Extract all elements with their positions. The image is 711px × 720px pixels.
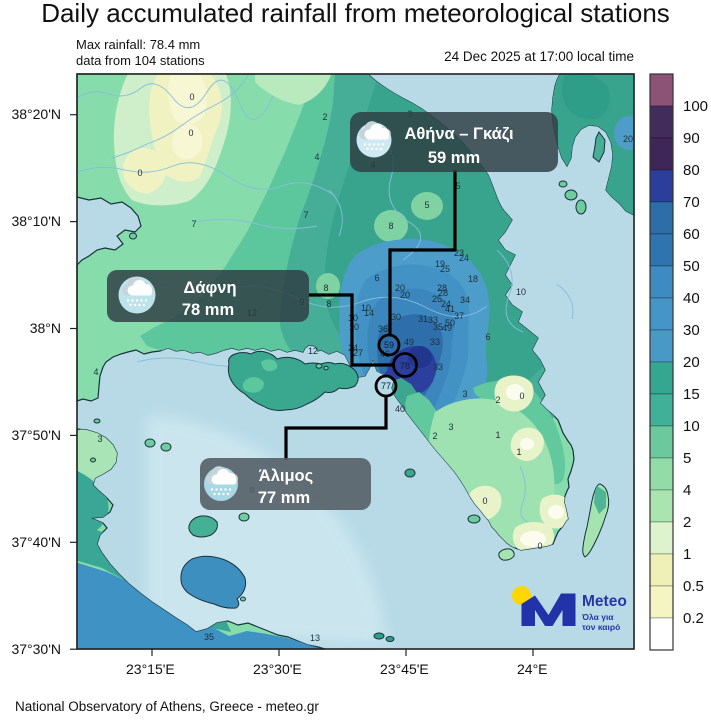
svg-text:35: 35 [204,632,214,642]
svg-text:40: 40 [395,404,405,414]
svg-text:0: 0 [519,391,524,401]
svg-text:0: 0 [189,92,194,102]
svg-text:7: 7 [191,219,196,229]
svg-text:28: 28 [438,288,448,298]
svg-text:24: 24 [459,253,469,263]
svg-text:4: 4 [314,152,319,162]
svg-text:20: 20 [400,290,410,300]
svg-text:Δάφνη: Δάφνη [183,279,236,297]
svg-text:4: 4 [93,367,98,377]
svg-text:59 mm: 59 mm [428,149,480,167]
svg-text:2: 2 [432,431,437,441]
svg-text:37: 37 [454,311,464,321]
svg-text:1: 1 [495,430,500,440]
svg-text:30: 30 [391,312,401,322]
svg-text:49: 49 [442,323,452,333]
svg-text:8: 8 [388,221,393,231]
svg-text:20: 20 [623,134,633,144]
svg-text:14: 14 [364,308,374,318]
svg-text:8: 8 [323,283,328,293]
svg-text:Αθήνα – Γκάζι: Αθήνα – Γκάζι [404,125,513,143]
svg-text:25: 25 [432,294,442,304]
svg-text:77: 77 [381,381,391,391]
svg-text:0: 0 [537,541,542,551]
svg-text:6: 6 [374,273,379,283]
svg-text:12: 12 [308,346,318,356]
svg-text:19: 19 [435,259,445,269]
svg-text:0: 0 [137,168,142,178]
svg-text:2: 2 [322,112,327,122]
svg-text:13: 13 [310,633,320,643]
svg-text:20: 20 [395,283,405,293]
svg-text:0: 0 [482,496,487,506]
svg-text:33: 33 [430,337,440,347]
svg-text:0: 0 [188,128,193,138]
svg-text:10: 10 [516,287,526,297]
svg-text:36: 36 [378,324,388,334]
svg-text:33: 33 [428,315,438,325]
svg-text:23: 23 [454,248,464,258]
svg-text:Όλα για: Όλα για [581,612,614,622]
svg-text:10: 10 [349,322,359,332]
svg-text:25: 25 [440,264,450,274]
svg-text:8: 8 [326,299,331,309]
svg-text:5: 5 [424,200,429,210]
svg-text:2: 2 [495,395,500,405]
svg-text:59: 59 [384,340,394,350]
svg-text:1: 1 [516,447,521,457]
svg-text:5: 5 [455,181,460,191]
svg-text:27: 27 [353,348,363,358]
svg-text:31: 31 [418,314,428,324]
svg-text:78 mm: 78 mm [182,301,234,319]
svg-text:50: 50 [445,318,455,328]
svg-text:49: 49 [404,337,414,347]
svg-text:77 mm: 77 mm [258,489,310,507]
svg-text:24: 24 [441,299,451,309]
svg-text:41: 41 [445,304,455,314]
svg-text:7: 7 [303,210,308,220]
svg-text:τον καιρό: τον καιρό [582,622,620,632]
svg-text:3: 3 [97,434,102,444]
svg-text:28: 28 [437,283,447,293]
svg-text:34: 34 [460,295,470,305]
svg-text:35: 35 [433,322,443,332]
svg-text:Άλιμος: Άλιμος [259,467,313,485]
svg-text:Meteo: Meteo [582,593,627,610]
svg-text:3: 3 [448,422,453,432]
svg-text:18: 18 [468,274,478,284]
svg-text:3: 3 [462,389,467,399]
svg-text:78: 78 [400,361,410,371]
svg-text:33: 33 [433,362,443,372]
svg-text:6: 6 [485,332,490,342]
svg-text:10: 10 [361,303,371,313]
